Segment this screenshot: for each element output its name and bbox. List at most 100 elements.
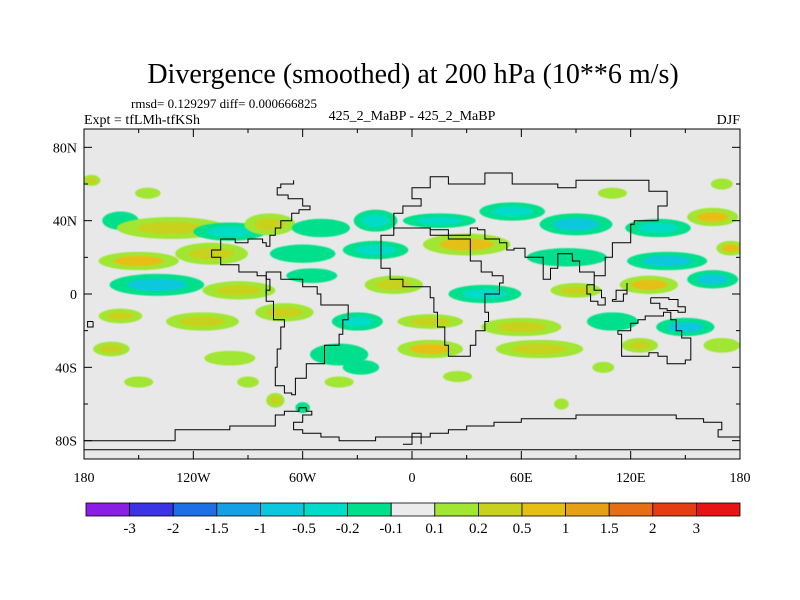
divergence-cell xyxy=(331,312,383,331)
colorbar-label: -1 xyxy=(254,521,267,537)
divergence-contour-inner xyxy=(642,255,692,267)
divergence-cell xyxy=(422,233,511,256)
divergence-contour-inner xyxy=(416,216,462,225)
divergence-contour-inner xyxy=(496,321,547,333)
divergence-cell xyxy=(93,341,130,357)
divergence-cell xyxy=(716,240,740,256)
divergence-contour-inner xyxy=(137,221,206,235)
x-tick-label: 120E xyxy=(616,471,646,486)
divergence-contour-outer xyxy=(592,361,615,373)
coastline xyxy=(611,283,628,302)
divergence-contour-inner xyxy=(512,343,567,355)
divergence-cell xyxy=(291,218,351,238)
colorbar-label: 1 xyxy=(562,521,570,537)
divergence-contour-inner xyxy=(269,396,281,405)
divergence-contour-inner xyxy=(179,316,226,327)
divergence-contour-inner xyxy=(637,222,679,234)
divergence-cell xyxy=(539,213,613,236)
coastline xyxy=(393,172,668,291)
divergence-contour-outer xyxy=(124,376,154,388)
divergence-contour-outer xyxy=(237,376,259,388)
coastline xyxy=(211,180,311,294)
divergence-cell xyxy=(109,273,205,296)
colorbar-label: 0.5 xyxy=(513,521,532,537)
divergence-cell xyxy=(244,213,296,236)
divergence-cell xyxy=(166,312,239,331)
y-tick-label: 0 xyxy=(70,288,77,303)
divergence-cell xyxy=(342,240,409,260)
divergence-cell xyxy=(479,202,546,221)
divergence-cell xyxy=(703,338,740,353)
colorbar-label: 0.2 xyxy=(469,521,488,537)
divergence-cell xyxy=(621,338,658,353)
coastline xyxy=(87,321,94,328)
divergence-contour-outer xyxy=(710,178,733,190)
divergence-contour-inner xyxy=(282,248,324,259)
x-tick-label: 0 xyxy=(409,471,416,486)
colorbar-swatch xyxy=(216,502,261,517)
divergence-contour-inner xyxy=(127,278,187,291)
colorbar-swatch xyxy=(608,502,654,517)
colorbar: -3 -2 -1.5 -1 -0.5 -0.2 -0.1 0.1 0.2 0.5 1 1.5 2 3 xyxy=(85,502,741,537)
colorbar-swatch xyxy=(347,502,392,517)
divergence-contour-outer xyxy=(703,338,740,353)
divergence-cell xyxy=(266,393,285,408)
divergence-cell xyxy=(687,207,739,227)
divergence-cell xyxy=(586,312,638,331)
divergence-contour-inner xyxy=(409,343,451,355)
colorbar-swatch xyxy=(434,502,479,517)
coastlines xyxy=(84,172,740,451)
divergence-cell xyxy=(353,209,398,232)
divergence-contour-outer xyxy=(342,360,380,375)
map-plot-area xyxy=(83,128,741,460)
divergence-contour-outer xyxy=(554,398,569,410)
divergence-cell xyxy=(364,275,423,295)
divergence-contour-inner xyxy=(355,244,396,256)
colorbar-swatch xyxy=(696,502,741,517)
divergence-cell xyxy=(135,187,161,199)
divergence-contour-outer xyxy=(597,187,628,199)
divergence-contour-inner xyxy=(542,252,592,263)
divergence-contour-inner xyxy=(106,311,135,321)
divergence-cell xyxy=(98,251,179,271)
colorbar-swatch xyxy=(477,502,523,517)
x-axis: 180 120W 60W 0 60E 120E 180 xyxy=(74,129,751,486)
coastline xyxy=(402,432,422,445)
coastline xyxy=(650,297,686,313)
colorbar-swatch xyxy=(172,502,218,517)
coastline xyxy=(265,271,349,396)
colorbar-label: -0.5 xyxy=(292,521,316,537)
divergence-contour-inner xyxy=(630,279,667,290)
divergence-cell xyxy=(495,339,584,359)
x-tick-label: 180 xyxy=(730,471,751,486)
divergence-cell xyxy=(204,350,256,366)
divergence-contour-outer xyxy=(204,350,256,366)
divergence-cell xyxy=(687,270,739,289)
divergence-cell xyxy=(597,187,628,199)
y-tick-label: 80S xyxy=(55,435,77,450)
divergence-contour-inner xyxy=(409,317,451,326)
divergence-cell xyxy=(442,371,473,382)
coastline xyxy=(380,227,504,357)
divergence-contour-inner xyxy=(628,341,652,350)
coastline xyxy=(84,407,740,442)
y-axis: 80N 40N 0 40S 80S xyxy=(53,141,740,450)
comparison-label: 425_2_MaBP - 425_2_MaBP xyxy=(329,109,496,124)
x-tick-label: 60W xyxy=(289,471,317,486)
colorbar-label: -1.5 xyxy=(205,521,229,537)
y-tick-label: 40S xyxy=(55,361,77,376)
divergence-cell xyxy=(526,248,607,267)
colorbar-label: -0.1 xyxy=(379,521,403,537)
chart-title: Divergence (smoothed) at 200 hPa (10**6 … xyxy=(147,59,678,90)
colorbar-label: -0.2 xyxy=(336,521,360,537)
divergence-cell xyxy=(397,339,464,359)
divergence-cell xyxy=(124,376,154,388)
divergence-contour-inner xyxy=(553,218,599,231)
divergence-cell xyxy=(554,398,569,410)
colorbar-swatch xyxy=(521,502,566,517)
y-tick-label: 40N xyxy=(53,215,77,230)
divergence-contour-outer xyxy=(324,376,354,388)
divergence-contour-inner xyxy=(596,316,629,327)
x-tick-label: 120W xyxy=(176,471,211,486)
divergence-cell xyxy=(397,314,464,329)
